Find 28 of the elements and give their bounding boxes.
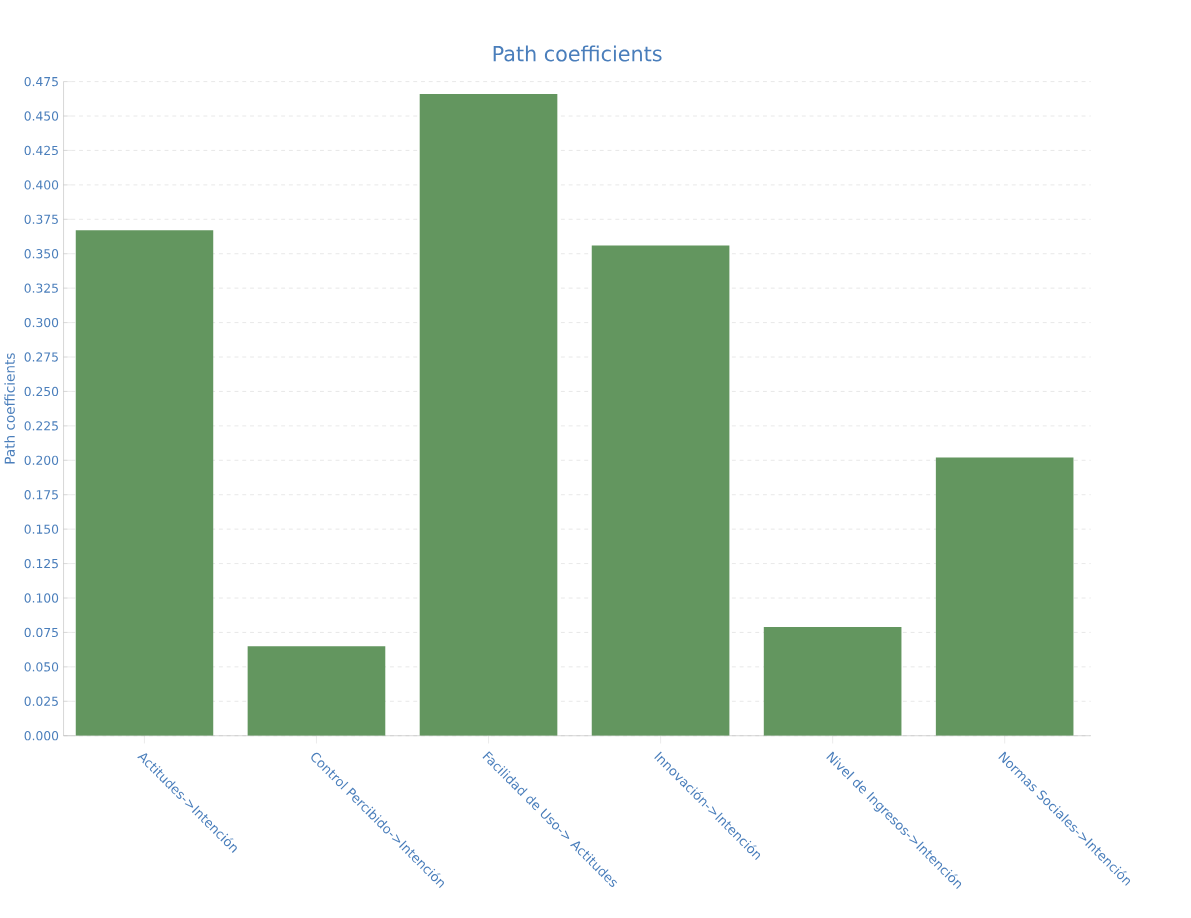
y-tick-label: 0.000	[24, 730, 59, 741]
chart-title: Path coefficients	[493, 45, 662, 62]
bar	[591, 245, 730, 736]
y-tick-label: 0.025	[24, 696, 58, 706]
y-tick-label: 0.050	[24, 662, 59, 672]
bar	[247, 646, 386, 736]
y-tick-label: 0.175	[24, 489, 58, 500]
y-tick-label: 0.350	[24, 248, 59, 259]
y-tick-label: 0.375	[24, 214, 58, 224]
y-tick-label: 0.275	[24, 352, 58, 362]
y-tick-label: 0.300	[24, 317, 59, 328]
y-tick-label: 0.200	[24, 455, 59, 465]
y-tick-label: 0.475	[24, 76, 58, 87]
y-tick-label: 0.100	[24, 593, 59, 603]
y-tick-label: 0.125	[24, 558, 58, 569]
y-tick-label: 0.150	[24, 524, 59, 534]
y-tick-label: 0.400	[24, 180, 59, 190]
y-tick-label: 0.325	[24, 283, 58, 293]
bar	[419, 93, 558, 736]
y-tick-label: 0.250	[24, 386, 59, 396]
y-tick-label: 0.075	[24, 627, 58, 637]
y-axis-title: Path coefficients	[4, 353, 15, 464]
y-tick-label: 0.425	[24, 145, 58, 155]
bar	[763, 626, 902, 736]
bar	[935, 457, 1074, 736]
bar	[75, 230, 214, 736]
y-tick-label: 0.225	[24, 421, 58, 431]
y-tick-label: 0.450	[24, 111, 59, 121]
